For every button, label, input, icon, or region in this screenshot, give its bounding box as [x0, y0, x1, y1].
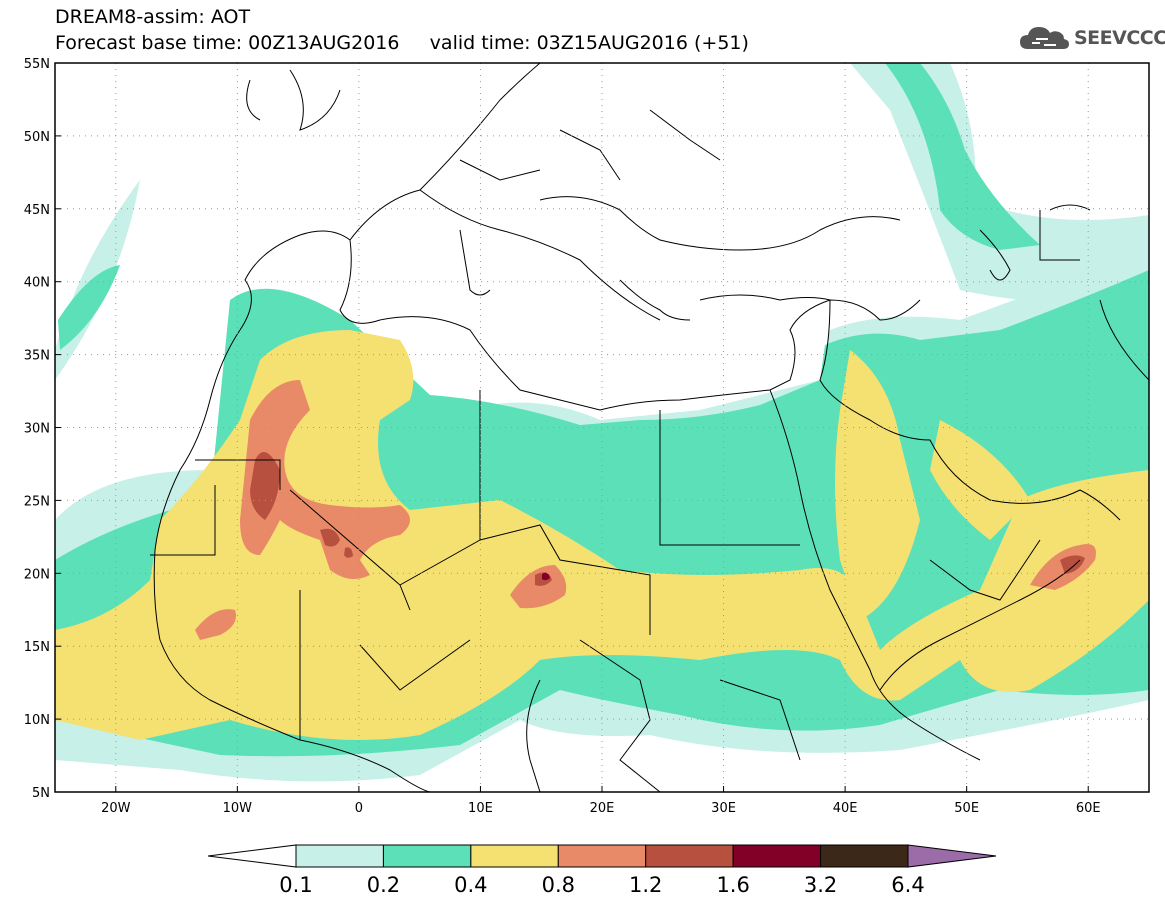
lon-tick-label: 20E [590, 801, 615, 816]
logo-text: SEEVCCC [1074, 27, 1165, 49]
lon-tick-label: 50E [954, 801, 979, 816]
lon-tick-label: 60E [1076, 801, 1101, 816]
coastlines-borders [150, 63, 1149, 792]
latitude-ticks: 55N 50N 45N 40N 35N 30N 25N 20N 15N 10N 5N [24, 57, 61, 801]
colorbar-cells [207, 844, 997, 868]
lon-tick-label: 0 [355, 801, 363, 816]
colorbar-label: 1.2 [629, 873, 662, 897]
colorbar-label: 3.2 [804, 873, 837, 897]
lat-tick-label: 10N [24, 713, 50, 728]
lat-tick-label: 55N [24, 57, 50, 72]
lat-tick-label: 35N [24, 349, 50, 364]
lon-tick-label: 20W [101, 801, 131, 816]
colorbar-cell [645, 844, 734, 868]
lat-tick-label: 45N [24, 203, 50, 218]
lat-lon-grid [55, 63, 1149, 792]
lat-tick-label: 50N [24, 130, 50, 145]
lat-tick-label: 15N [24, 640, 50, 655]
colorbar-cell [820, 844, 909, 868]
lat-tick-label: 25N [24, 494, 50, 509]
colorbar-cell [470, 844, 559, 868]
colorbar-cell [557, 844, 647, 868]
colorbar-over-triangle [907, 844, 997, 868]
colorbar-under-triangle [207, 844, 297, 868]
colorbar-labels: 0.1 0.2 0.4 0.8 1.2 1.6 3.2 6.4 [279, 873, 924, 897]
seevccc-logo: SEEVCCC [1018, 22, 1165, 54]
colorbar-label: 1.6 [716, 873, 749, 897]
lat-tick-label: 20N [24, 567, 50, 582]
lon-tick-label: 10E [468, 801, 493, 816]
lat-tick-label: 40N [24, 276, 50, 291]
aot-band-1.6 [542, 572, 550, 581]
lat-tick-label: 5N [32, 786, 50, 801]
colorbar-label: 6.4 [891, 873, 924, 897]
forecast-time-subtitle: Forecast base time: 00Z13AUG2016 valid t… [55, 32, 749, 54]
longitude-ticks: 20W 10W 0 10E 20E 30E 40E 50E 60E [101, 786, 1101, 816]
lon-tick-label: 30E [711, 801, 736, 816]
colorbar-cell [732, 844, 822, 868]
colorbar-cell [382, 844, 472, 868]
lat-tick-label: 30N [24, 422, 50, 437]
cloud-icon [1020, 27, 1069, 49]
map-title: DREAM8-assim: AOT [55, 6, 251, 28]
colorbar-label: 0.2 [367, 873, 400, 897]
colorbar-label: 0.8 [542, 873, 575, 897]
aot-band-1.2 [250, 452, 1085, 586]
lon-tick-label: 10W [223, 801, 253, 816]
lon-tick-label: 40E [833, 801, 858, 816]
colorbar-label: 0.4 [454, 873, 487, 897]
colorbar-cell [295, 844, 384, 868]
colorbar-label: 0.1 [279, 873, 312, 897]
aot-band-0.4 [55, 330, 1149, 740]
